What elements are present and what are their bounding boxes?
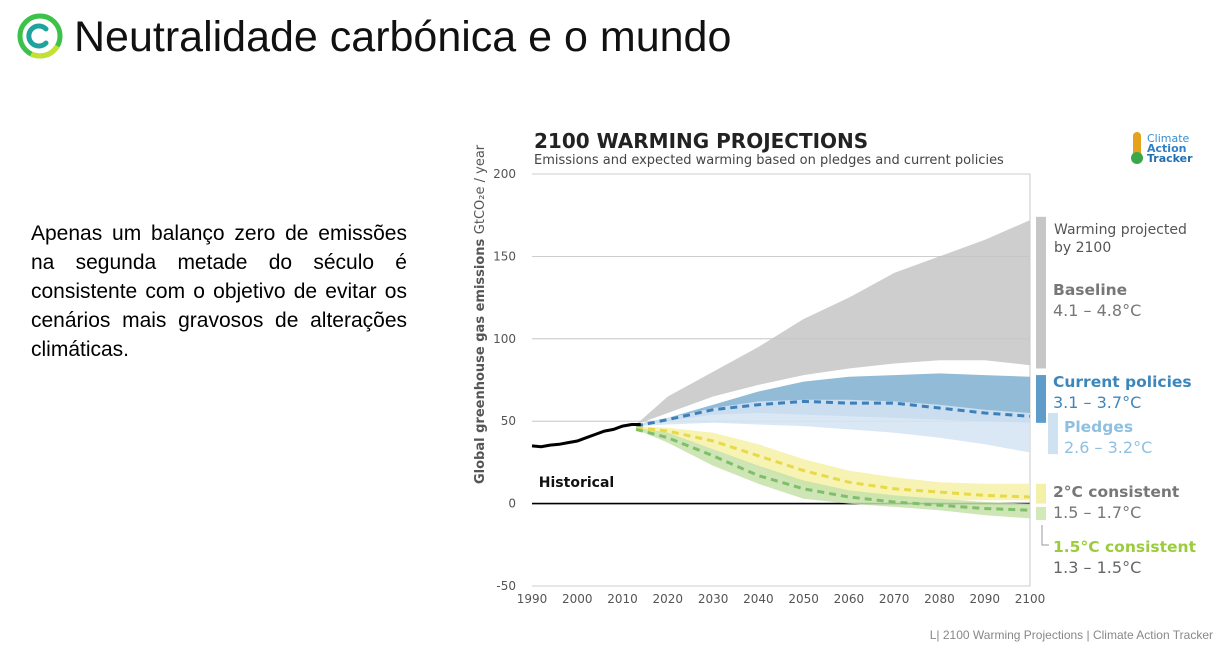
- x-tick-label: 2010: [607, 592, 638, 606]
- range-bar-current-policies: [1036, 375, 1046, 423]
- legend-range-1-5-c-consistent: 1.3 – 1.5°C: [1053, 558, 1141, 577]
- legend-name-pledges: Pledges: [1064, 418, 1133, 436]
- legend-header-line: by 2100: [1054, 240, 1111, 256]
- chart-subtitle: Emissions and expected warming based on …: [534, 153, 1004, 168]
- range-bar-baseline: [1036, 216, 1046, 369]
- legend-range-baseline: 4.1 – 4.8°C: [1053, 301, 1141, 320]
- tracker-thermometer-bulb: [1131, 152, 1143, 164]
- y-axis-label-unit: GtCO₂e / year: [473, 144, 488, 234]
- band-baseline: [636, 220, 1030, 425]
- historical-line: [531, 423, 641, 449]
- tracker-logo-word: Action: [1147, 142, 1186, 155]
- x-tick-label: 2090: [969, 592, 1000, 606]
- range-bar-2-c-consistent: [1036, 483, 1046, 504]
- range-bar-1-5-c-consistent: [1036, 506, 1046, 521]
- x-tick-label: 2070: [879, 592, 910, 606]
- median-line-1-5-c-consistent: [635, 427, 1031, 512]
- band-pledges: [636, 399, 1030, 453]
- y-tick-label: -50: [496, 579, 516, 593]
- x-tick-label: 2100: [1015, 592, 1046, 606]
- brand-logo-icon: [17, 13, 63, 59]
- legend-name-baseline: Baseline: [1053, 281, 1127, 299]
- tracker-logo-word: Climate: [1147, 132, 1190, 145]
- range-bar-pledges: [1048, 412, 1058, 455]
- x-tick-label: 2080: [924, 592, 955, 606]
- logo-ring-lime: [17, 13, 63, 59]
- legend-name-2-c-consistent: 2°C consistent: [1053, 483, 1180, 501]
- legend-range-2-c-consistent: 1.5 – 1.7°C: [1053, 503, 1141, 522]
- y-axis-label-main: Global greenhouse gas emissions: [473, 234, 488, 484]
- x-tick-label: 1990: [517, 592, 548, 606]
- y-tick-label: 100: [493, 332, 516, 346]
- x-tick-label: 2050: [788, 592, 819, 606]
- x-tick-label: 2040: [743, 592, 774, 606]
- logo-c-glyph: [26, 23, 49, 49]
- historical-label: Historical: [539, 475, 614, 491]
- footer-source: L| 2100 Warming Projections | Climate Ac…: [929, 628, 1213, 642]
- y-axis-label: Global greenhouse gas emissions GtCO₂e /…: [473, 144, 488, 484]
- y-tick-label: 200: [493, 167, 516, 181]
- median-line-2-c-consistent: [635, 426, 1031, 499]
- tracker-logo-word: Tracker: [1147, 152, 1193, 165]
- median-line-current-policies: [635, 399, 1031, 428]
- y-tick-label: 0: [508, 497, 516, 511]
- x-tick-label: 2030: [698, 592, 729, 606]
- y-tick-label: 50: [501, 414, 516, 428]
- legend-range-pledges: 2.6 – 3.2°C: [1064, 438, 1152, 457]
- x-tick-label: 2000: [562, 592, 593, 606]
- x-tick-label: 2020: [653, 592, 684, 606]
- legend-name-1-5-c-consistent: 1.5°C consistent: [1053, 538, 1197, 556]
- legend-range-current-policies: 3.1 – 3.7°C: [1053, 393, 1141, 412]
- body-paragraph: Apenas um balanço zero de emissões na se…: [31, 222, 407, 361]
- x-tick-label: 2060: [834, 592, 865, 606]
- page-title: Neutralidade carbónica e o mundo: [74, 13, 732, 61]
- warming-projections-chart: 2100 WARMING PROJECTIONS Emissions and ex…: [460, 120, 1210, 615]
- legend-name-current-policies: Current policies: [1053, 373, 1192, 391]
- y-tick-label: 150: [493, 249, 516, 263]
- legend-header-line: Warming projected: [1054, 222, 1187, 238]
- band-2-c-consistent: [636, 426, 1030, 501]
- legend-connector: [1041, 525, 1049, 546]
- chart-title: 2100 WARMING PROJECTIONS: [534, 129, 868, 153]
